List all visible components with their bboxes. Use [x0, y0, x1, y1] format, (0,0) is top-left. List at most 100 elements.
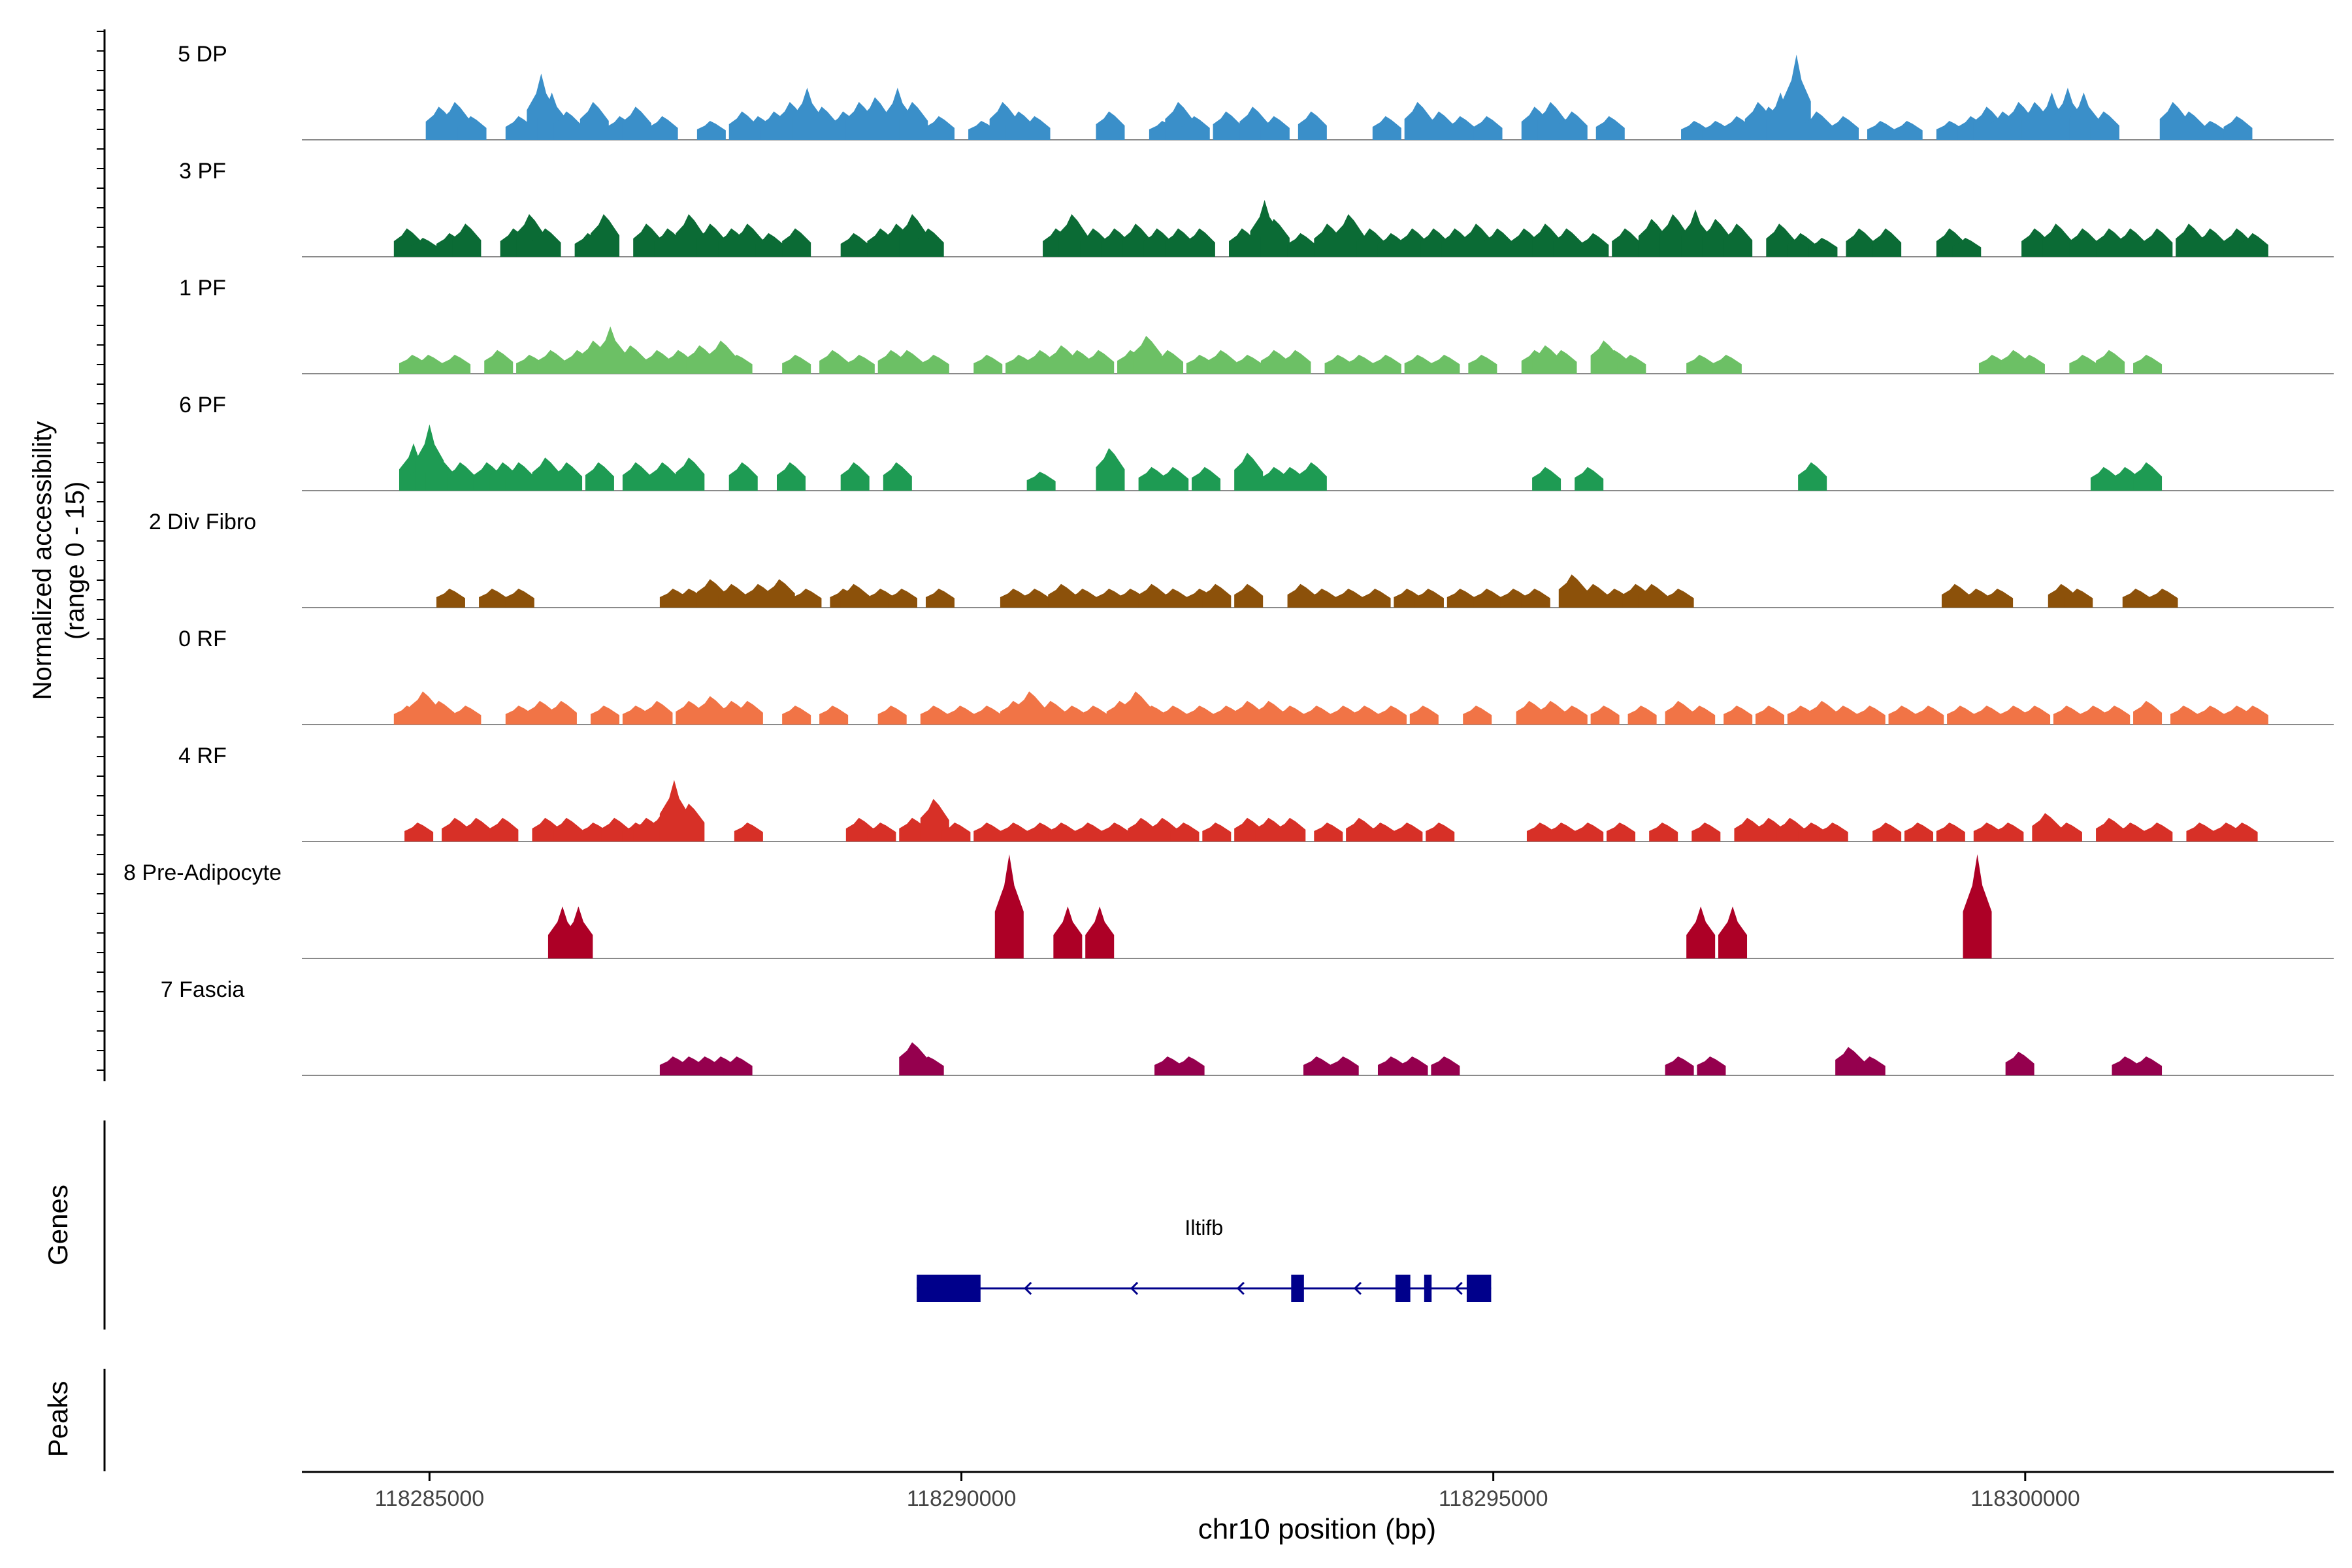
gene-exon: [917, 1275, 981, 1302]
coverage-peak: [1952, 238, 1982, 257]
coverage-peak: [2021, 706, 2051, 725]
coverage-peak: [553, 462, 583, 491]
coverage-peak: [1377, 706, 1407, 725]
coverage-peak: [920, 706, 949, 725]
coverage-peak: [1287, 233, 1316, 257]
coverage-peak: [1154, 350, 1184, 374]
coverage-peak: [1872, 823, 1902, 841]
coverage-peak: [728, 462, 758, 491]
coverage-peak: [1686, 906, 1716, 958]
coverage-peak: [580, 102, 609, 140]
coverage-peak: [1936, 823, 1965, 841]
coverage-peak: [1548, 350, 1577, 374]
coverage-peak: [1548, 823, 1577, 841]
coverage-peak: [547, 700, 577, 725]
coverage-peak: [2149, 589, 2178, 608]
track-label: 6 PF: [179, 393, 226, 417]
coverage-peak: [1888, 706, 1918, 725]
coverage-peak: [1330, 1056, 1359, 1075]
coverage-peak: [1021, 589, 1051, 608]
coverage-peak: [2064, 589, 2093, 608]
coverage-peak: [1426, 823, 1455, 841]
gene-strand-arrow: [1236, 1281, 1245, 1296]
coverage-peak: [1995, 823, 2024, 841]
coverage-peak: [1904, 823, 1933, 841]
coverage-peak: [1085, 906, 1115, 958]
coverage-peak: [819, 706, 849, 725]
coverage-peak: [1803, 111, 1833, 140]
coverage-peak: [1277, 817, 1306, 841]
coverage-peak: [1558, 111, 1588, 140]
coverage-peak: [425, 700, 455, 725]
coverage-peak: [994, 854, 1024, 958]
coverage-peak: [1712, 355, 1742, 374]
coverage-peak: [1298, 462, 1327, 491]
y-axis-label-line1: Normalized accessibility: [28, 421, 57, 700]
coverage-peak: [484, 350, 514, 374]
track-4-rf: 4 RF: [178, 743, 2334, 842]
track-1-pf: 1 PF: [179, 276, 2334, 374]
coverage-peak: [899, 102, 928, 140]
coverage-peak: [1234, 355, 1264, 374]
coverage-peak: [1213, 111, 1242, 140]
coverage-peak: [1446, 589, 1476, 608]
coverage-peak: [920, 798, 949, 841]
coverage-peak: [2053, 706, 2082, 725]
coverage-peak: [819, 350, 849, 374]
coverage-peak: [2042, 223, 2072, 257]
coverage-peak: [1856, 1056, 1886, 1075]
coverage-peak: [2239, 233, 2268, 257]
track-label: 8 Pre-Adipocyte: [123, 860, 282, 885]
x-axis-tick-label: 118290000: [907, 1486, 1017, 1511]
coverage-peak: [622, 106, 651, 140]
coverage-peak: [617, 345, 646, 374]
gene-track: Iltifb: [917, 1216, 1492, 1302]
coverage-peak: [2117, 228, 2146, 257]
coverage-peak: [1431, 355, 1460, 374]
coverage-peak: [2229, 823, 2258, 841]
gene-strand-arrow: [1353, 1281, 1362, 1296]
track-label: 7 Fascia: [161, 977, 245, 1002]
coverage-peak: [532, 228, 561, 257]
coverage-peak: [1595, 116, 1625, 140]
coverage-peak: [1756, 706, 1785, 725]
coverage-peak: [920, 355, 949, 374]
coverage-peak: [1409, 706, 1439, 725]
coverage-peak: [1665, 1056, 1694, 1075]
coverage-peak: [1553, 228, 1582, 257]
coverage-peak: [591, 214, 620, 257]
coverage-peak: [734, 823, 763, 841]
coverage-peak: [1277, 706, 1306, 725]
coverage-peak: [1048, 823, 1077, 841]
coverage-peak: [1617, 355, 1646, 374]
gene-strand-arrow: [1024, 1281, 1032, 1296]
coverage-peak: [2133, 462, 2163, 491]
coverage-peak: [404, 823, 434, 841]
gene-exon: [1424, 1275, 1432, 1302]
coverage-peak: [1207, 350, 1237, 374]
coverage-peak: [1000, 823, 1029, 841]
coverage-peak: [1798, 462, 1827, 491]
track-label: 5 DP: [178, 42, 227, 67]
coverage-peak: [915, 1056, 944, 1075]
gene-exon: [1395, 1275, 1411, 1302]
coverage-peak: [1819, 823, 1848, 841]
coverage-peak: [1558, 706, 1588, 725]
coverage-peak: [2133, 355, 2163, 374]
coverage-peak: [2101, 706, 2131, 725]
coverage-peak: [1026, 472, 1056, 491]
coverage-peak: [1303, 706, 1332, 725]
coverage-peak: [1984, 589, 2014, 608]
coverage-peak: [1362, 589, 1391, 608]
coverage-peak: [1260, 116, 1290, 140]
coverage-peak: [1367, 823, 1396, 841]
coverage-peak: [1580, 233, 1609, 257]
coverage-peak: [649, 462, 678, 491]
coverage-peak: [1590, 706, 1620, 725]
coverage-peak: [1521, 589, 1550, 608]
coverage-peak: [2197, 706, 2226, 725]
track-3-pf: 3 PF: [179, 159, 2334, 257]
coverage-peak: [1372, 355, 1401, 374]
coverage-peak: [840, 462, 870, 491]
coverage-peak: [1665, 589, 1694, 608]
